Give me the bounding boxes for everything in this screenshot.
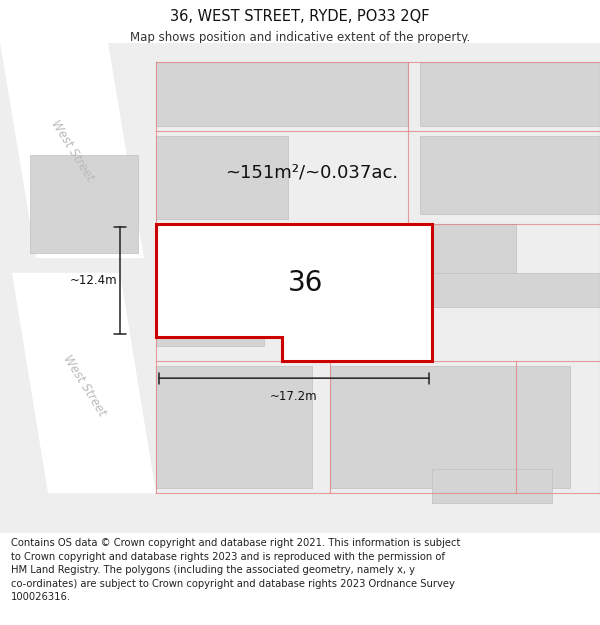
Text: Contains OS data © Crown copyright and database right 2021. This information is : Contains OS data © Crown copyright and d… (11, 538, 460, 602)
Text: 36, WEST STREET, RYDE, PO33 2QF: 36, WEST STREET, RYDE, PO33 2QF (170, 9, 430, 24)
Text: 36: 36 (289, 269, 323, 297)
Bar (330, 366, 570, 488)
Text: West Street: West Street (48, 118, 96, 183)
Bar (432, 272, 600, 307)
Text: ~151m²/~0.037ac.: ~151m²/~0.037ac. (226, 163, 398, 181)
Bar (432, 224, 516, 272)
Text: West Street: West Street (60, 352, 108, 418)
Polygon shape (156, 224, 432, 361)
Polygon shape (0, 42, 144, 258)
Text: Map shows position and indicative extent of the property.: Map shows position and indicative extent… (130, 31, 470, 44)
Text: ~12.4m: ~12.4m (70, 274, 117, 287)
Bar (156, 366, 312, 488)
Polygon shape (12, 272, 156, 493)
Bar (156, 224, 264, 346)
Bar (420, 136, 600, 214)
Bar (420, 62, 600, 126)
Bar (156, 136, 288, 219)
Bar (30, 155, 138, 253)
Bar (432, 469, 552, 503)
Text: ~17.2m: ~17.2m (270, 391, 318, 403)
Bar (156, 62, 408, 126)
